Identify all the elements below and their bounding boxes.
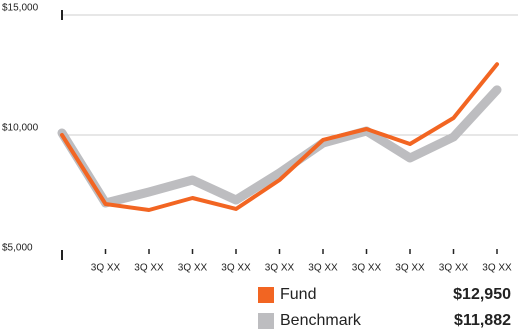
x-tick-label: 3Q XX: [91, 263, 121, 274]
x-tick-label: 3Q XX: [352, 263, 382, 274]
legend-label: Fund: [280, 286, 316, 303]
series-line: [57, 85, 502, 208]
x-tick-label: 3Q XX: [439, 263, 469, 274]
x-tick-label: 3Q XX: [395, 263, 425, 274]
x-tick-label: 3Q XX: [308, 263, 338, 274]
x-tick-label: 3Q XX: [265, 263, 295, 274]
legend-value: $12,950: [453, 286, 511, 303]
legend-swatch: [258, 287, 274, 303]
x-tick-label: 3Q XX: [482, 263, 512, 274]
series-line: [60, 62, 499, 212]
legend-value: $11,882: [454, 312, 511, 329]
y-tick-label: $10,000: [2, 123, 39, 134]
legend-label: Benchmark: [280, 312, 362, 329]
x-tick-label: 3Q XX: [221, 263, 251, 274]
x-tick-label: 3Q XX: [134, 263, 164, 274]
y-tick-label: $5,000: [2, 243, 33, 254]
y-tick-label: $15,000: [2, 3, 39, 14]
legend-swatch: [258, 313, 274, 329]
x-tick-label: 3Q XX: [178, 263, 208, 274]
